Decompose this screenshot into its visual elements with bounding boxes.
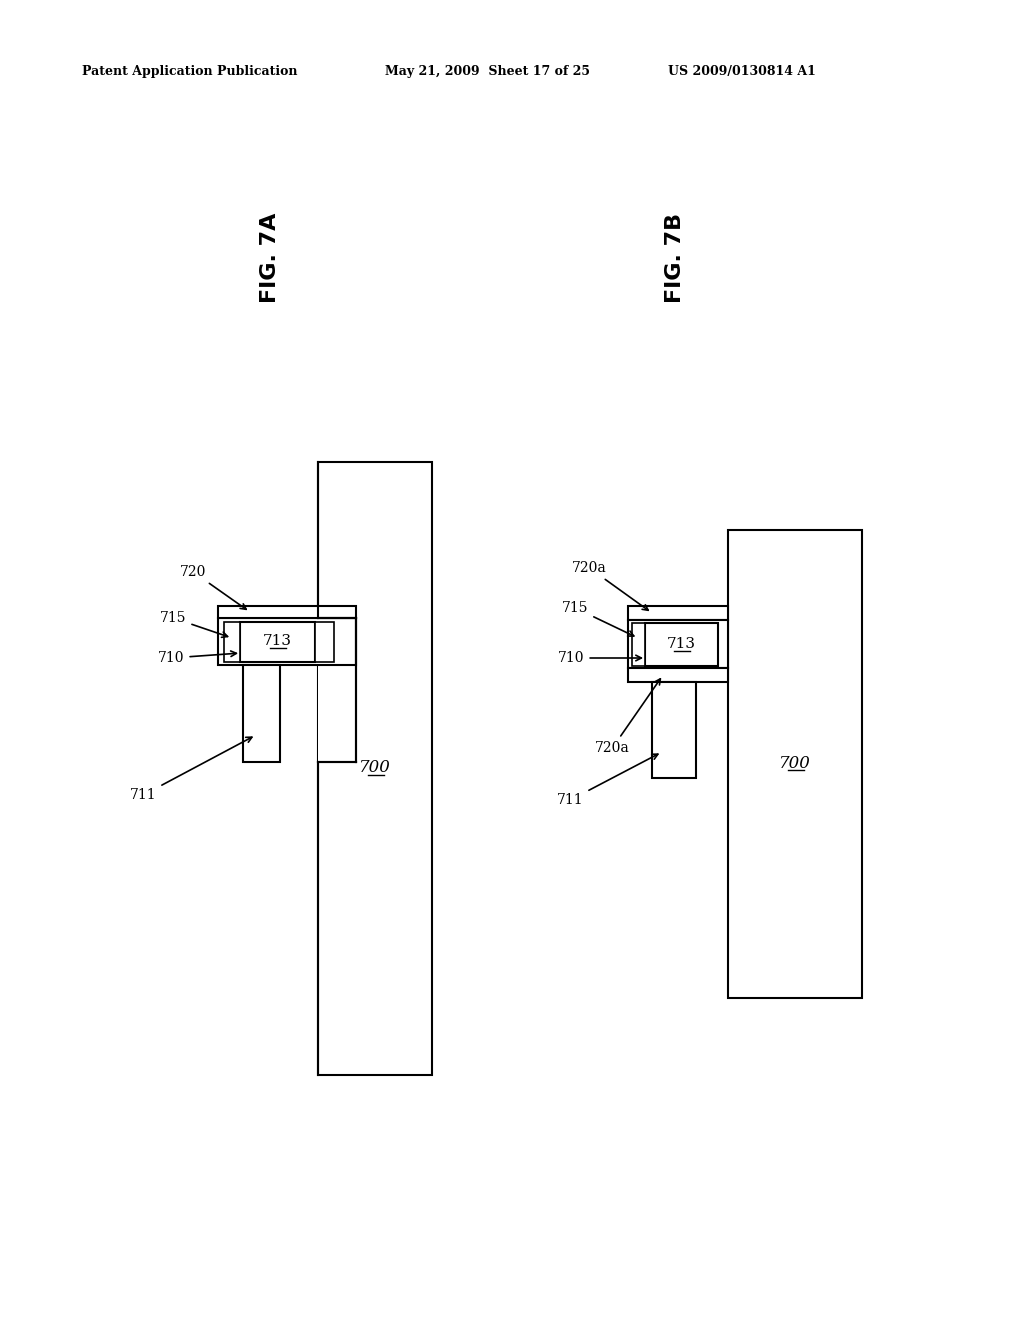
Text: 715: 715 (562, 601, 634, 636)
Text: 710: 710 (558, 651, 641, 665)
Bar (652, 682, 696, 777)
Text: 713: 713 (262, 634, 292, 648)
Text: FIG. 7A: FIG. 7A (260, 213, 280, 304)
Bar (224, 622, 240, 663)
Bar (628, 620, 728, 668)
Bar (628, 668, 728, 682)
Text: May 21, 2009  Sheet 17 of 25: May 21, 2009 Sheet 17 of 25 (385, 66, 590, 78)
Text: 711: 711 (557, 754, 657, 807)
Text: 713: 713 (667, 638, 695, 651)
Bar (240, 622, 315, 663)
Text: 715: 715 (160, 611, 227, 638)
Text: 700: 700 (359, 759, 391, 776)
Text: 710: 710 (158, 651, 237, 665)
Bar (315, 622, 334, 663)
Text: 700: 700 (779, 755, 811, 771)
Text: 711: 711 (130, 737, 252, 803)
Bar (628, 606, 728, 620)
Bar (728, 531, 862, 998)
Bar (218, 618, 356, 665)
Text: FIG. 7B: FIG. 7B (665, 213, 685, 304)
Text: US 2009/0130814 A1: US 2009/0130814 A1 (668, 66, 816, 78)
Text: 720a: 720a (595, 678, 660, 755)
Text: Patent Application Publication: Patent Application Publication (82, 66, 298, 78)
Bar (318, 618, 356, 762)
Bar (218, 606, 356, 618)
Text: 720: 720 (180, 565, 246, 610)
Bar (645, 623, 718, 667)
Bar (632, 623, 645, 667)
Bar (243, 665, 280, 762)
Text: 720a: 720a (572, 561, 648, 610)
Bar (318, 462, 432, 1074)
